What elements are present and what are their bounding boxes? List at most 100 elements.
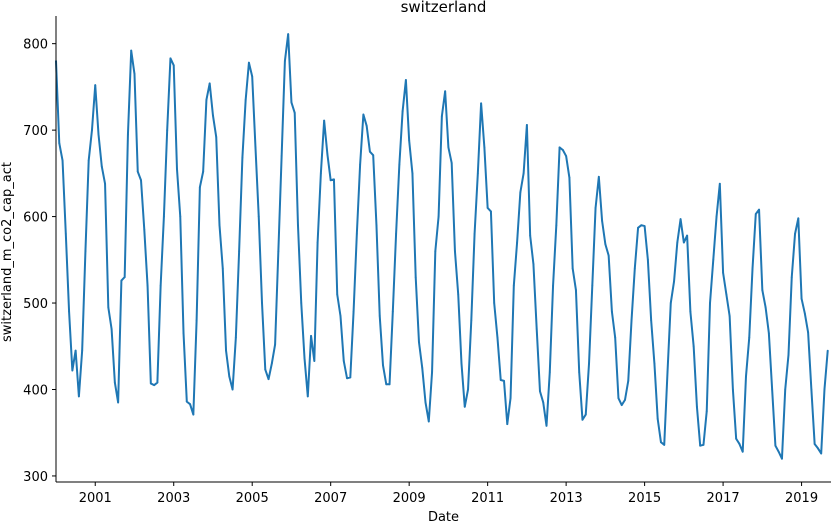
data-point — [767, 332, 770, 335]
data-point — [241, 156, 244, 159]
data-point — [382, 364, 384, 367]
data-point — [212, 114, 214, 117]
data-point — [424, 401, 427, 404]
data-point — [427, 420, 430, 423]
data-point — [594, 207, 597, 209]
x-tick-label: 2019 — [785, 491, 818, 506]
data-point — [277, 250, 280, 253]
x-tick-label: 2007 — [314, 491, 347, 506]
data-point — [728, 315, 731, 317]
data-point — [705, 410, 708, 413]
data-point — [699, 444, 702, 447]
y-tick-label: 700 — [23, 124, 48, 139]
data-point — [113, 381, 116, 384]
data-point — [336, 293, 339, 296]
data-point — [319, 172, 322, 175]
y-tick-label: 400 — [23, 383, 48, 398]
data-point — [650, 319, 653, 322]
y-axis-title: switzerland_m_co2_cap_act — [0, 162, 15, 342]
data-point — [509, 397, 512, 400]
data-point — [702, 443, 705, 446]
data-point — [591, 284, 594, 287]
y-tick-label: 500 — [23, 297, 48, 312]
data-point — [290, 101, 293, 104]
data-point — [493, 302, 496, 304]
data-point — [447, 146, 450, 149]
data-point — [81, 349, 84, 352]
data-point — [143, 228, 146, 231]
data-point — [738, 443, 741, 445]
data-point — [555, 224, 558, 227]
data-point — [774, 444, 777, 447]
y-tick-label: 300 — [23, 470, 48, 485]
data-point — [267, 378, 270, 381]
data-point — [401, 110, 404, 112]
data-point — [480, 102, 483, 105]
data-point — [323, 119, 326, 122]
data-point — [807, 331, 810, 334]
data-point — [300, 302, 303, 304]
data-point — [163, 215, 165, 218]
data-point — [506, 423, 509, 425]
data-point — [673, 280, 675, 283]
x-axis-ticks: 2001 2003 2005 2007 2009 2011 2013 2015 2017 2019 — [79, 482, 818, 506]
data-point — [584, 413, 587, 416]
data-point — [522, 172, 525, 175]
data-point — [149, 382, 152, 385]
data-point — [68, 310, 70, 313]
data-point — [496, 336, 499, 339]
data-point — [663, 443, 666, 446]
data-point — [215, 136, 218, 138]
data-point — [231, 388, 234, 391]
data-point — [156, 381, 159, 384]
data-point — [581, 418, 584, 421]
data-point — [61, 159, 64, 162]
data-point — [823, 388, 826, 391]
data-point — [378, 315, 381, 317]
data-point — [617, 397, 620, 400]
data-point — [310, 334, 312, 337]
data-point — [692, 345, 695, 348]
data-point — [365, 124, 368, 127]
data-point — [440, 115, 443, 118]
data-point — [127, 133, 129, 136]
data-point — [781, 457, 783, 460]
data-point — [803, 312, 806, 315]
data-point — [192, 413, 195, 416]
data-point — [646, 258, 649, 261]
data-point — [306, 395, 309, 398]
data-point — [797, 217, 800, 220]
data-point — [715, 215, 718, 218]
data-point — [601, 220, 603, 222]
data-point — [450, 162, 453, 164]
data-point — [100, 165, 103, 168]
data-point — [293, 111, 296, 114]
data-point — [539, 390, 541, 393]
x-tick-label: 2003 — [157, 491, 190, 506]
data-point — [355, 232, 358, 235]
data-point — [228, 375, 231, 378]
data-point — [696, 405, 698, 408]
data-point — [136, 170, 139, 173]
data-point — [284, 60, 286, 62]
data-point — [414, 276, 417, 278]
data-point — [689, 310, 692, 313]
data-point — [627, 379, 630, 382]
data-point — [630, 319, 633, 322]
data-point — [208, 82, 211, 85]
data-point — [313, 360, 316, 362]
data-point — [71, 369, 74, 372]
data-point — [91, 129, 93, 132]
data-point — [257, 215, 260, 218]
data-point — [754, 213, 757, 215]
data-point — [741, 450, 744, 453]
data-point — [656, 417, 659, 420]
data-point — [597, 175, 600, 178]
data-point — [790, 276, 793, 278]
data-point — [669, 302, 672, 304]
data-point — [454, 250, 456, 253]
data-point — [74, 349, 77, 352]
data-point — [372, 154, 375, 157]
data-point — [362, 113, 365, 116]
